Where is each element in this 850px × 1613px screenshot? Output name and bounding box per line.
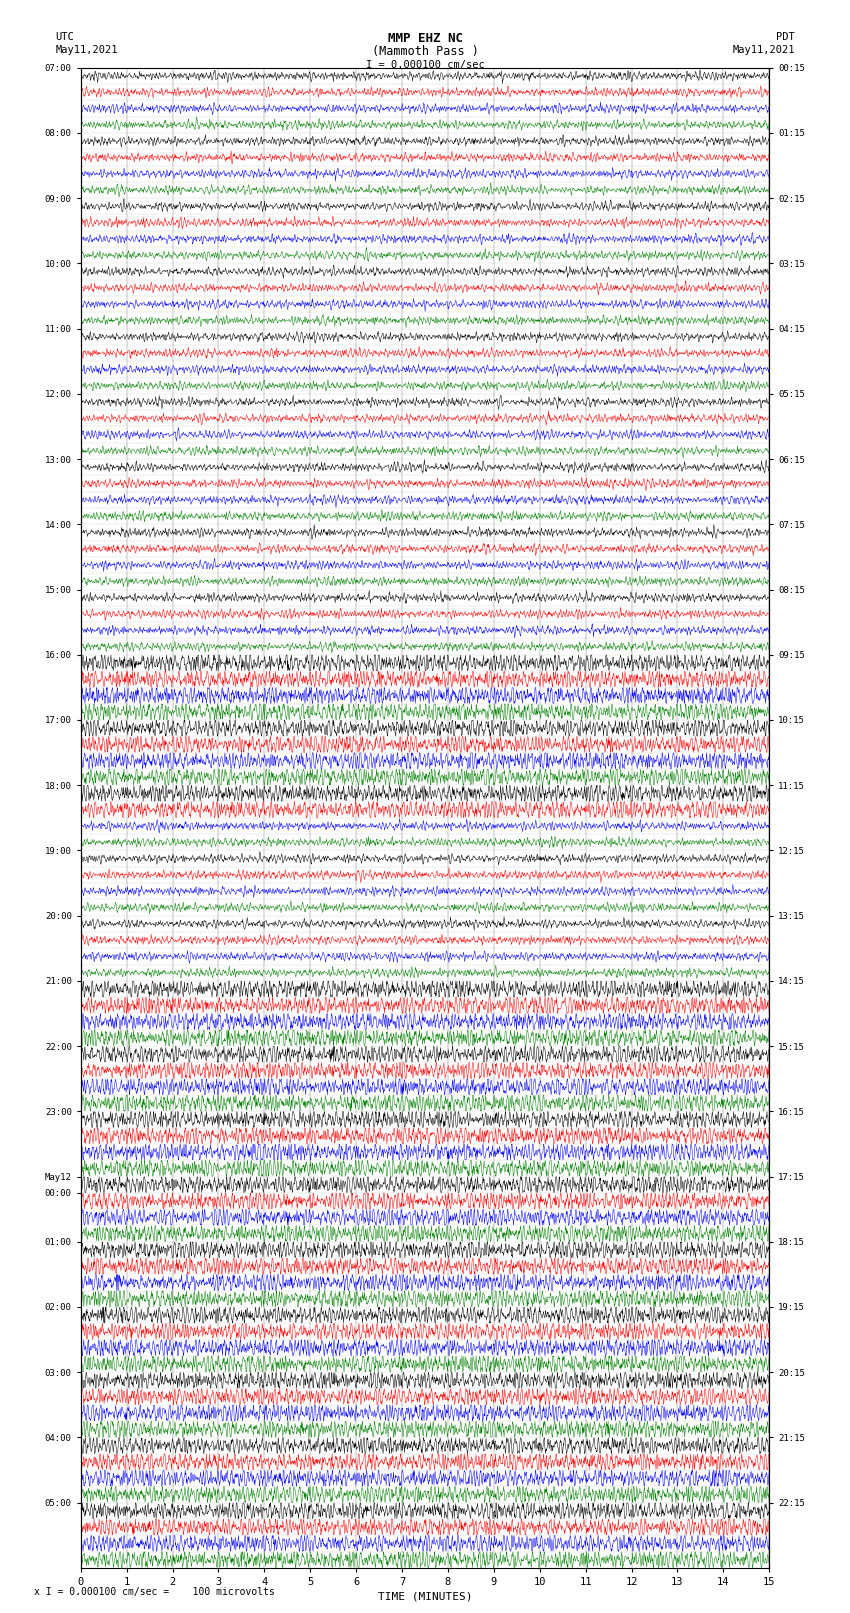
Text: UTC: UTC <box>55 32 74 42</box>
X-axis label: TIME (MINUTES): TIME (MINUTES) <box>377 1590 473 1602</box>
Text: (Mammoth Pass ): (Mammoth Pass ) <box>371 45 479 58</box>
Text: May11,2021: May11,2021 <box>732 45 795 55</box>
Text: I = 0.000100 cm/sec: I = 0.000100 cm/sec <box>366 60 484 69</box>
Text: PDT: PDT <box>776 32 795 42</box>
Text: MMP EHZ NC: MMP EHZ NC <box>388 32 462 45</box>
Text: May11,2021: May11,2021 <box>55 45 118 55</box>
Text: x I = 0.000100 cm/sec =    100 microvolts: x I = 0.000100 cm/sec = 100 microvolts <box>34 1587 275 1597</box>
